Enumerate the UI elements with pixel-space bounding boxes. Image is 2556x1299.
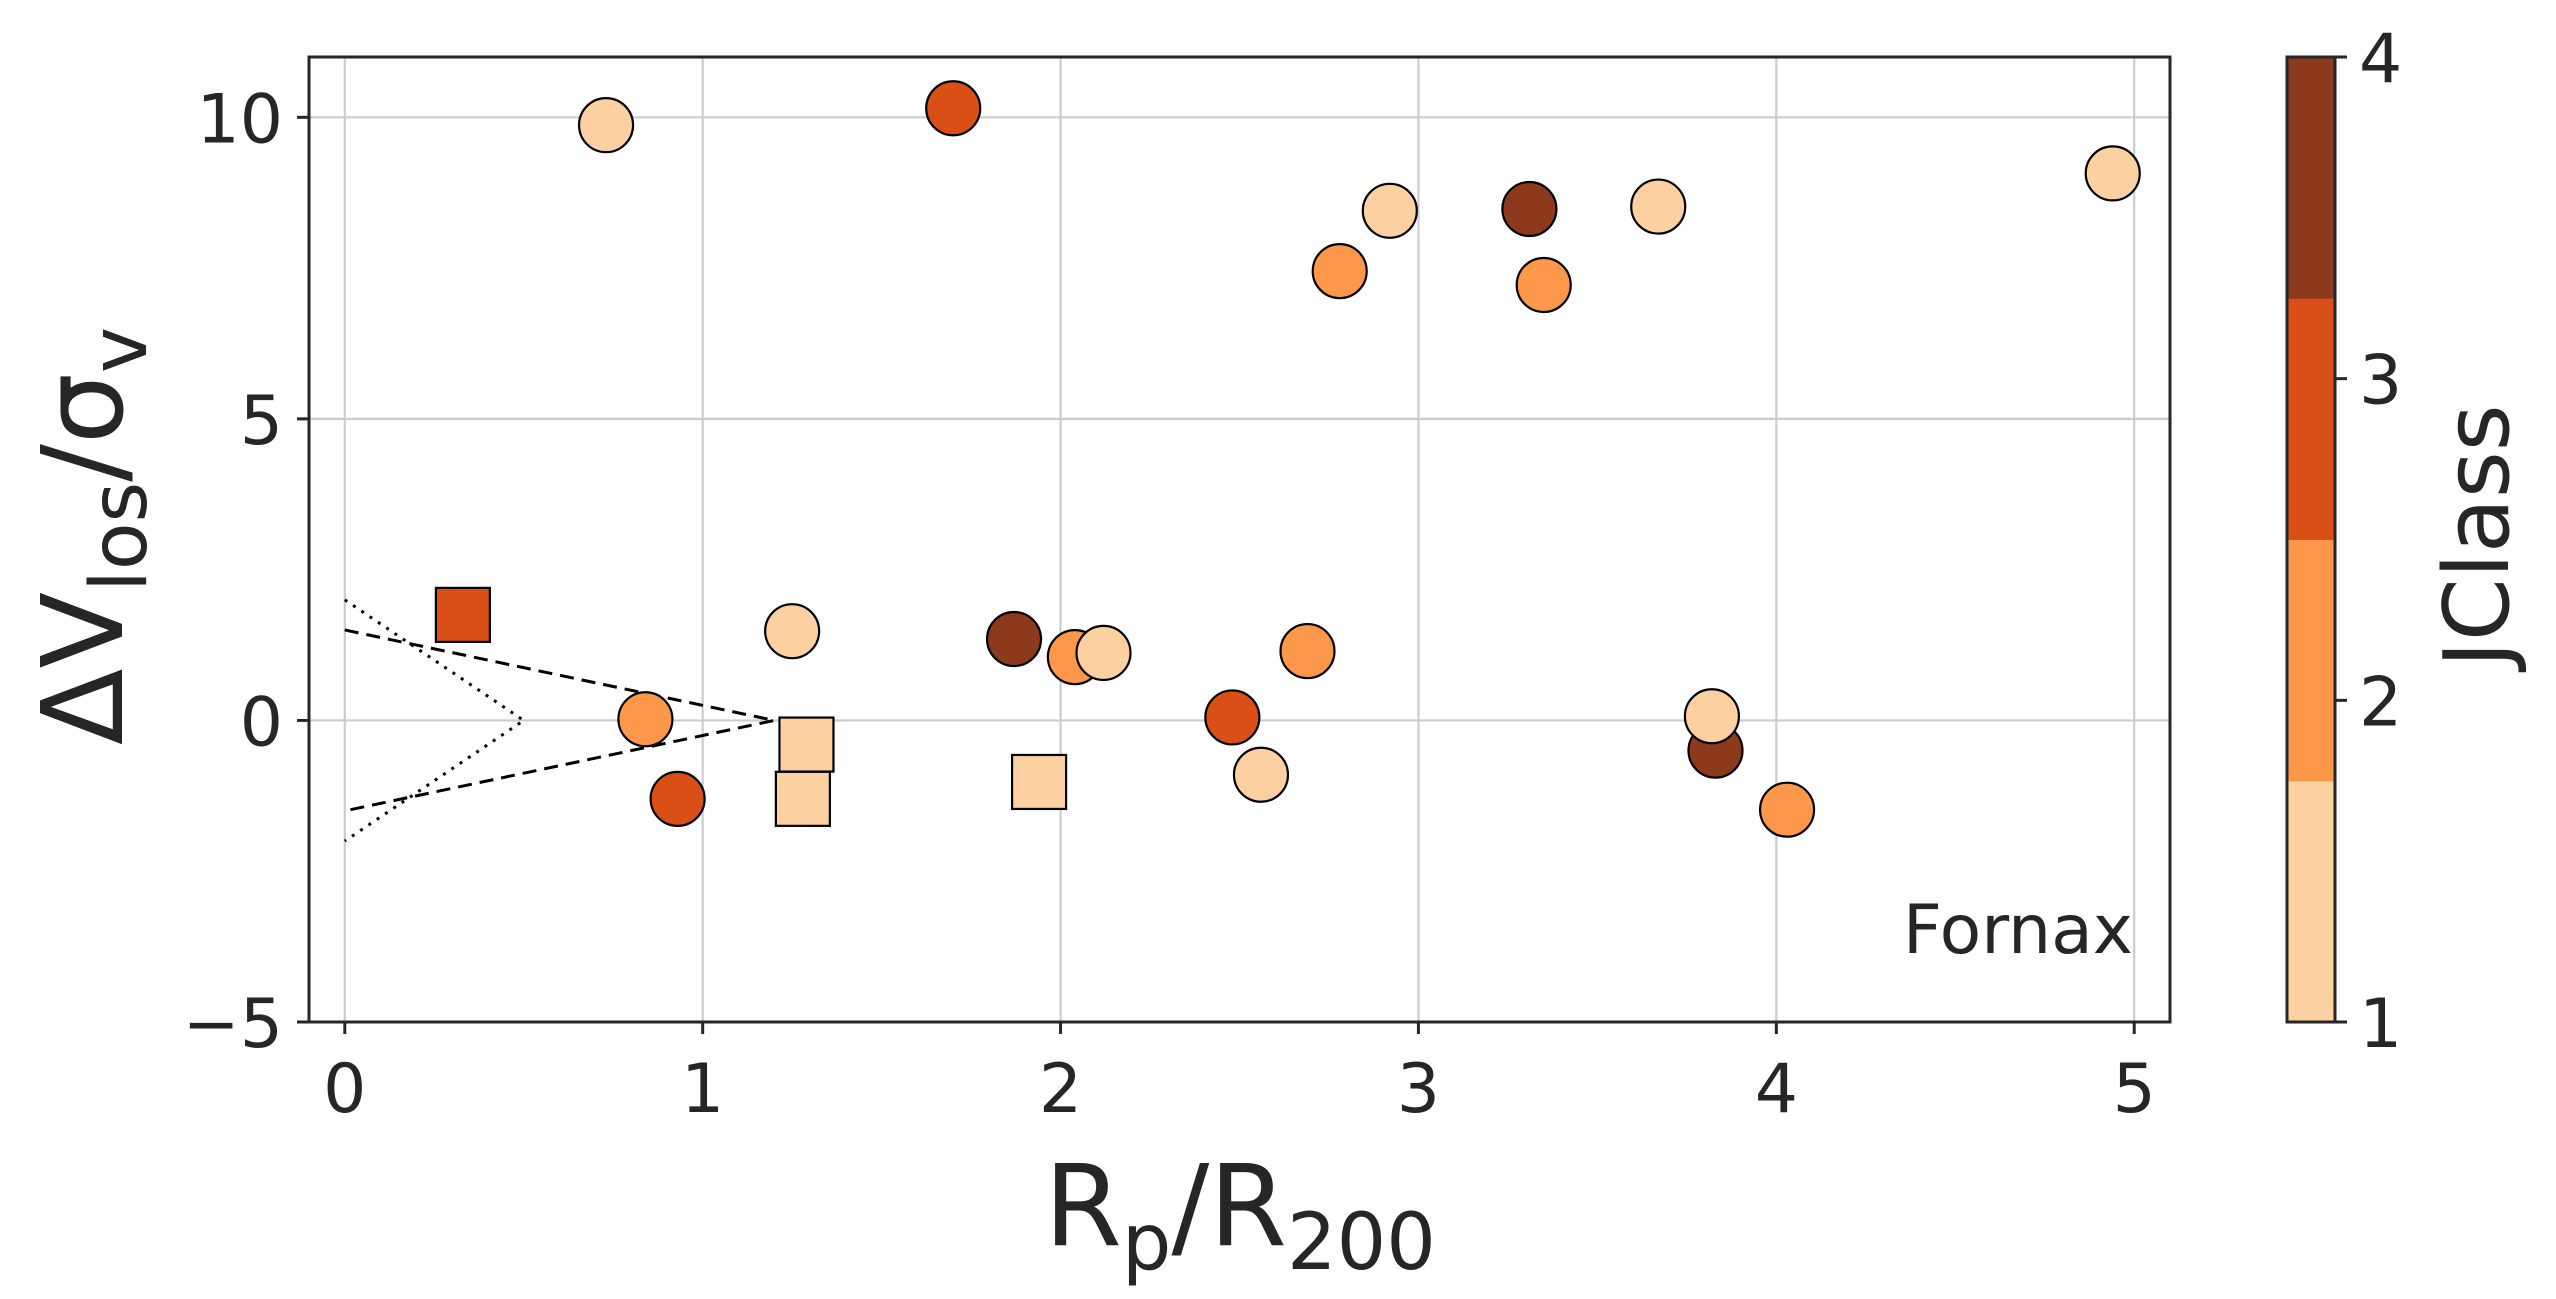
y-tick-label-0: −5 <box>183 985 283 1064</box>
y-axis-label-sub2: v <box>75 327 165 373</box>
data-point-circle-20 <box>1279 622 1336 680</box>
data-point-circle-18 <box>1204 689 1261 746</box>
y-axis-label-pre: ΔV <box>19 592 149 745</box>
data-points <box>434 80 2141 838</box>
colorbar-tick-label-1: 1 <box>2359 985 2402 1064</box>
x-axis-label-sub: p <box>1122 1198 1172 1288</box>
annotation-label: Fornax <box>1903 891 2133 970</box>
data-point-circle-6 <box>1630 178 1687 235</box>
x-tick-label-1: 1 <box>681 1050 724 1129</box>
x-axis-label-mid: /R <box>1171 1142 1287 1272</box>
colorbar-ticks: 1 2 3 4 <box>2335 20 2402 1064</box>
data-point-circle-17 <box>1075 624 1132 681</box>
x-tick-label-5: 5 <box>2113 1050 2156 1129</box>
x-axis-ticks: 0 1 2 3 4 5 <box>323 1022 2156 1129</box>
data-point-circle-3 <box>1361 182 1418 239</box>
colorbar-frame <box>2285 55 2337 1024</box>
reference-line-dashed <box>344 628 775 813</box>
colorbar: 1 2 3 4 JClass <box>2285 20 2530 1064</box>
data-point-circle-0 <box>577 97 635 154</box>
reference-lines <box>343 598 775 843</box>
colorbar-tick-label-2: 2 <box>2359 663 2402 742</box>
reference-line-dotted <box>343 598 527 843</box>
x-axis-label-sub2: 200 <box>1287 1198 1436 1288</box>
data-point-circle-7 <box>2084 145 2141 202</box>
data-point-circle-9 <box>617 691 674 748</box>
data-point-circle-1 <box>925 80 982 137</box>
data-point-square-13 <box>774 770 831 827</box>
x-tick-label-3: 3 <box>1397 1050 1440 1129</box>
y-axis-label-mid: /σ <box>19 373 149 482</box>
colorbar-band-1 <box>2287 780 2335 1023</box>
colorbar-band-2 <box>2287 539 2335 782</box>
x-axis-label: Rp/R200 <box>1044 1142 1436 1288</box>
x-tick-label-4: 4 <box>1755 1050 1798 1129</box>
grid-lines <box>309 57 2170 1024</box>
y-axis-label-sub: los <box>75 482 165 592</box>
data-point-circle-22 <box>1683 688 1741 745</box>
x-axis-label-base: R <box>1044 1142 1122 1272</box>
data-point-circle-19 <box>1232 746 1290 803</box>
plot-frame <box>307 55 2172 1024</box>
data-point-square-14 <box>1010 753 1068 811</box>
colorbar-label: JClass <box>2425 404 2530 672</box>
colorbar-band-4 <box>2287 57 2335 299</box>
colorbar-bands <box>2287 57 2335 1023</box>
data-point-circle-15 <box>985 610 1043 668</box>
x-tick-label-2: 2 <box>1039 1050 1082 1129</box>
data-point-circle-5 <box>1515 256 1572 314</box>
data-point-circle-2 <box>1311 243 1368 300</box>
colorbar-band-3 <box>2287 298 2335 540</box>
x-tick-label-0: 0 <box>323 1050 366 1129</box>
data-point-circle-4 <box>1501 180 1558 238</box>
y-tick-label-3: 10 <box>196 80 283 159</box>
y-axis-label: ΔVlos/σv <box>19 327 165 745</box>
data-point-circle-23 <box>1758 781 1816 838</box>
colorbar-tick-label-3: 3 <box>2359 342 2402 421</box>
y-tick-label-2: 5 <box>240 382 283 461</box>
y-tick-label-1: 0 <box>240 683 283 762</box>
colorbar-tick-label-4: 4 <box>2359 20 2402 99</box>
data-point-square-8 <box>434 586 491 643</box>
data-point-square-12 <box>778 716 835 773</box>
y-axis-ticks: −5 0 5 10 <box>183 80 309 1064</box>
data-point-circle-11 <box>764 603 821 660</box>
data-point-circle-10 <box>649 770 706 827</box>
